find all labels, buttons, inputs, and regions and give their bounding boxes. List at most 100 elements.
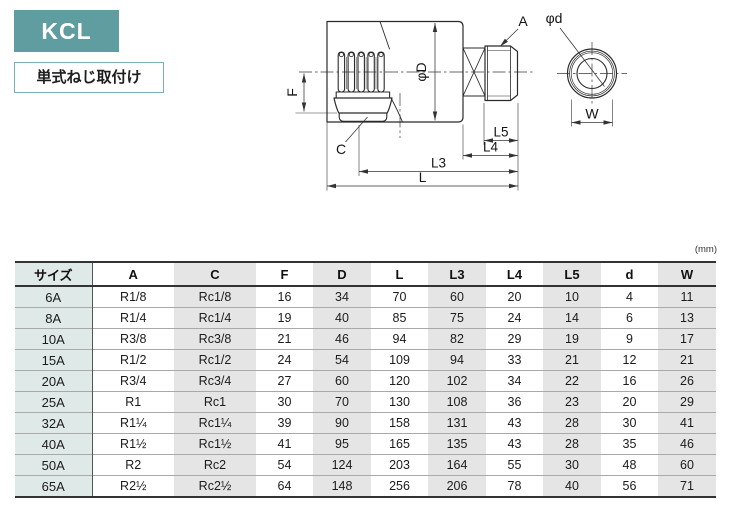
label-l3: L3 — [431, 156, 446, 171]
model-badge: KCL — [14, 10, 119, 52]
column-header: D — [313, 262, 371, 287]
table-row: 6A R1/8 Rc1/8 16 34 70 60 20 10 4 11 — [15, 285, 716, 308]
dimension-cell: 40 — [313, 307, 371, 329]
column-header: C — [174, 262, 256, 287]
column-header: L — [371, 262, 428, 287]
size-cell: 40A — [15, 433, 93, 455]
column-header: F — [256, 262, 313, 287]
dimension-cell: 12 — [601, 349, 658, 371]
dimension-cell: 20 — [486, 285, 543, 308]
end-view — [566, 48, 618, 99]
dimension-cell: 24 — [256, 349, 313, 371]
rib-tip — [358, 52, 364, 58]
dimension-cell: 11 — [658, 285, 716, 308]
label-l4: L4 — [483, 140, 499, 155]
dimension-cell: 64 — [256, 475, 313, 497]
dimension-cell: R1¼ — [92, 412, 174, 434]
dimension-cell: 75 — [428, 307, 486, 329]
dimension-cell: 30 — [601, 412, 658, 434]
dimension-cell: 54 — [256, 454, 313, 476]
dimension-cell: 21 — [256, 328, 313, 350]
label-f: F — [284, 88, 300, 97]
dimension-cell: 33 — [486, 349, 543, 371]
dimension-cell: 203 — [371, 454, 428, 476]
column-header: L5 — [543, 262, 601, 287]
label-l: L — [419, 170, 427, 185]
dimension-cell: 20 — [601, 391, 658, 413]
dimension-cell: 54 — [313, 349, 371, 371]
table-row: 10A R3/8 Rc3/8 21 46 94 82 29 19 9 17 — [15, 328, 716, 350]
dimension-cell: 40 — [543, 475, 601, 497]
unit-note: (mm) — [694, 244, 717, 255]
dimension-cell: 90 — [313, 412, 371, 434]
dimension-cell: 30 — [543, 454, 601, 476]
dimension-cell: 41 — [256, 433, 313, 455]
table-body: 6A R1/8 Rc1/8 16 34 70 60 20 10 4 11 8A R1/4 Rc1/4 19 4… — [15, 285, 716, 497]
dimension-cell: 78 — [486, 475, 543, 497]
dimension-cell: R1½ — [92, 433, 174, 455]
dimension-cell: R3/4 — [92, 370, 174, 392]
dimension-cell: 35 — [601, 433, 658, 455]
dimension-cell: 135 — [428, 433, 486, 455]
dimension-cell: 21 — [658, 349, 716, 371]
dimension-cell: 56 — [601, 475, 658, 497]
dimension-cell: R1/2 — [92, 349, 174, 371]
size-cell: 50A — [15, 454, 93, 476]
table-row: 32A R1¼ Rc1¼ 39 90 158 131 43 28 30 41 — [15, 412, 716, 434]
dimension-cell: 148 — [313, 475, 371, 497]
dimension-cell: Rc3/4 — [174, 370, 256, 392]
label-phi-D: φD — [413, 62, 429, 81]
table-header-row: サイズ A C F D L L3 L4 L5 d W — [15, 262, 716, 287]
dimension-cell: 94 — [371, 328, 428, 350]
dimensions — [295, 23, 613, 191]
dimension-cell: 60 — [428, 285, 486, 308]
size-cell: 25A — [15, 391, 93, 413]
dimension-labels: A φd φD F C L5 L4 L3 L W — [284, 10, 599, 185]
column-header: d — [601, 262, 658, 287]
dimension-cell: R2 — [92, 454, 174, 476]
table-row: 50A R2 Rc2 54 124 203 164 55 30 48 60 — [15, 454, 716, 476]
dimension-cell: 43 — [486, 412, 543, 434]
thread-insert — [333, 51, 393, 122]
table-row: 40A R1½ Rc1½ 41 95 165 135 43 28 35 46 — [15, 433, 716, 455]
column-header: サイズ — [15, 262, 93, 287]
dimension-cell: 60 — [313, 370, 371, 392]
dimension-cell: 27 — [256, 370, 313, 392]
dimension-cell: 29 — [658, 391, 716, 413]
column-header: L4 — [486, 262, 543, 287]
dimension-cell: R1/8 — [92, 285, 174, 308]
dimension-cell: 108 — [428, 391, 486, 413]
rib-tip — [348, 52, 354, 58]
dimension-cell: 94 — [428, 349, 486, 371]
dimension-cell: 10 — [543, 285, 601, 308]
dimension-cell: R3/8 — [92, 328, 174, 350]
size-cell: 65A — [15, 475, 93, 497]
dimension-cell: 34 — [486, 370, 543, 392]
body-outline — [326, 20, 464, 123]
dimension-cell: 6 — [601, 307, 658, 329]
socket-lip — [338, 112, 388, 122]
male-thread-end — [462, 45, 519, 102]
label-c: C — [336, 141, 346, 157]
dimension-cell: 120 — [371, 370, 428, 392]
dimension-cell: 34 — [313, 285, 371, 308]
dimension-cell: 102 — [428, 370, 486, 392]
column-header: A — [92, 262, 174, 287]
dimension-cell: 43 — [486, 433, 543, 455]
label-phi-d: φd — [546, 10, 563, 26]
table-row: 8A R1/4 Rc1/4 19 40 85 75 24 14 6 13 — [15, 307, 716, 329]
label-w: W — [585, 106, 599, 122]
size-cell: 15A — [15, 349, 93, 371]
dimension-cell: Rc2 — [174, 454, 256, 476]
table-row: 25A R1 Rc1 30 70 130 108 36 23 20 29 — [15, 391, 716, 413]
dimension-cell: 29 — [486, 328, 543, 350]
dimension-cell: 82 — [428, 328, 486, 350]
dimension-cell: 19 — [543, 328, 601, 350]
dimension-cell: 256 — [371, 475, 428, 497]
dimension-cell: 13 — [658, 307, 716, 329]
rib-tip — [378, 52, 384, 58]
dimension-cell: 165 — [371, 433, 428, 455]
dimension-cell: 85 — [371, 307, 428, 329]
rib-tip — [368, 52, 374, 58]
